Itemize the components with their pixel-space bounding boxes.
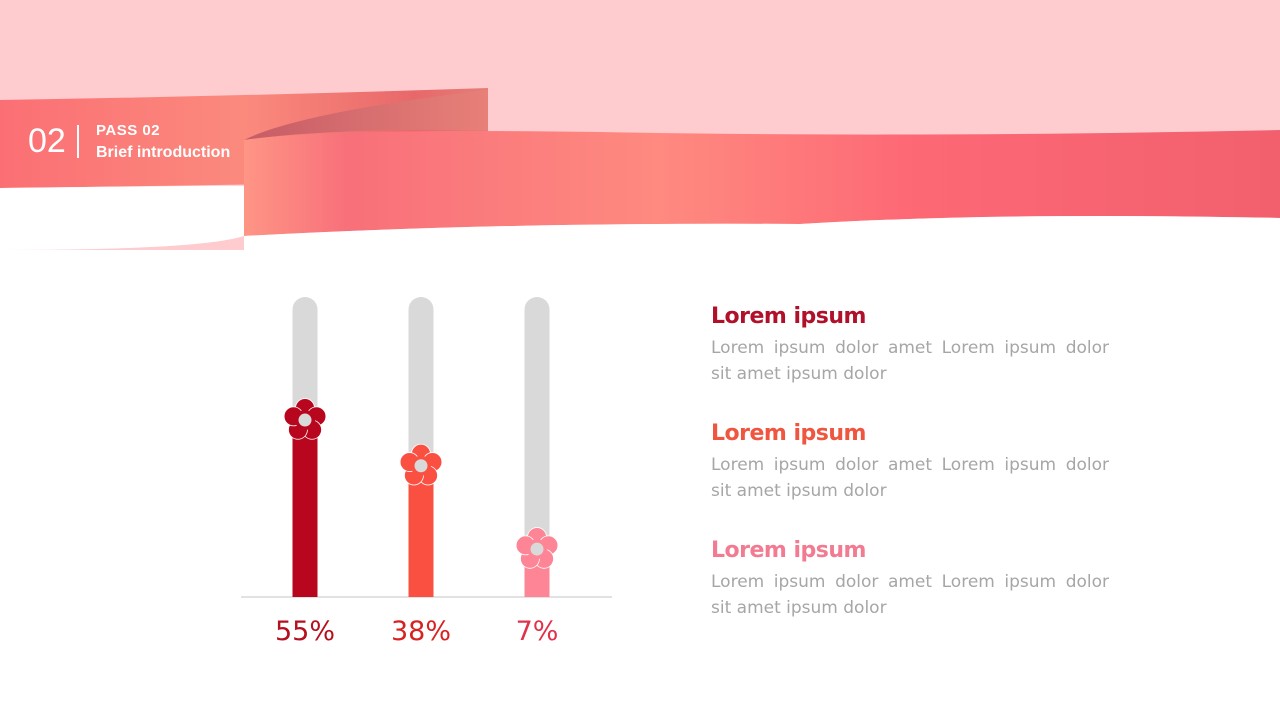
bar	[292, 420, 318, 597]
bar-track	[524, 297, 550, 597]
ribbon-banner	[0, 0, 1280, 250]
item-text: Lorem ipsum dolor amet Lorem ipsum dolor…	[711, 338, 1109, 384]
header-divider	[77, 125, 79, 158]
item-text: Lorem ipsum dolor amet Lorem ipsum dolor…	[711, 455, 1109, 501]
bar	[408, 465, 434, 597]
section-title: PASS 02	[96, 122, 161, 139]
item-title: Lorem ipsum	[711, 304, 866, 329]
flower-marker-icon	[515, 527, 559, 569]
text-item-3: Lorem ipsum Lorem ipsum dolor amet Lorem…	[711, 538, 1109, 621]
flower-marker-icon	[283, 398, 327, 440]
data-label: 7%	[516, 616, 559, 647]
data-label: 38%	[391, 616, 451, 647]
section-subtitle: Brief introduction	[96, 144, 231, 161]
item-title: Lorem ipsum	[711, 538, 866, 563]
bar-chart: 55% 38% 7%	[241, 297, 612, 647]
section-number: 02	[28, 122, 66, 160]
item-text: Lorem ipsum dolor amet Lorem ipsum dolor…	[711, 572, 1109, 618]
flower-marker-icon	[399, 443, 443, 486]
text-item-2: Lorem ipsum Lorem ipsum dolor amet Lorem…	[711, 421, 1109, 504]
item-title: Lorem ipsum	[711, 421, 866, 446]
data-label: 55%	[275, 616, 335, 647]
text-item-1: Lorem ipsum Lorem ipsum dolor amet Lorem…	[711, 304, 1109, 387]
